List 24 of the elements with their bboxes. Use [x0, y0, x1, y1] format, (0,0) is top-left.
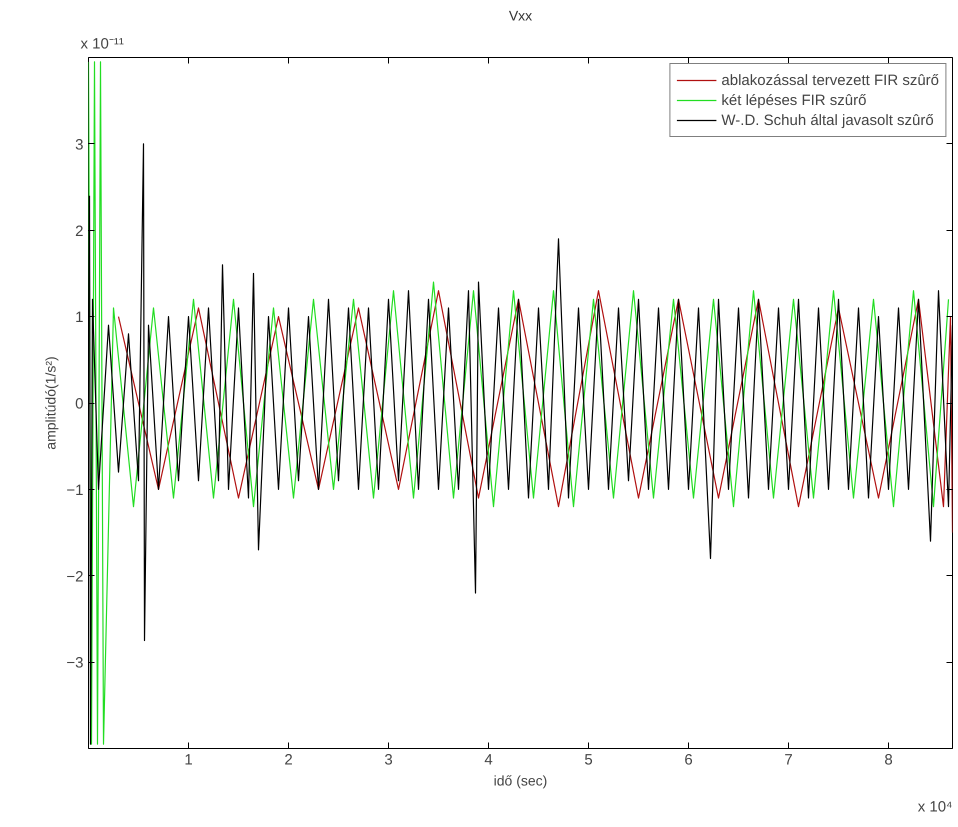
x-axis-title: idő (sec): [494, 772, 548, 788]
text: x 10⁴: [918, 798, 953, 816]
x-tick-label: 6: [684, 752, 693, 768]
x-tick-label: 5: [584, 752, 593, 768]
y-tick-label: −1: [66, 482, 84, 499]
legend-label: W-.D. Schuh által javasolt szûrő: [721, 112, 934, 128]
x-tick-label: 4: [484, 752, 493, 768]
x-tick-label: 1: [184, 752, 193, 768]
legend-label: két lépéses FIR szûrő: [721, 92, 866, 108]
text: x 10⁻¹¹: [80, 36, 124, 52]
line-series: [118, 290, 952, 534]
x-tick-label: 8: [884, 752, 893, 768]
y-tick-label: −3: [66, 654, 84, 672]
chart-title: Vxx: [508, 8, 532, 24]
y-tick-label: 0: [75, 396, 84, 412]
y-tick-label: 3: [75, 136, 84, 154]
y-tick-label: 1: [75, 309, 84, 326]
y-tick-label: 2: [75, 222, 84, 240]
y-axis-title: amplitúdó(1/s²): [42, 356, 58, 450]
x-tick-label: 3: [384, 752, 393, 768]
x-tick-label: 7: [784, 752, 793, 768]
legend-label: ablakozással tervezett FIR szûrő: [721, 72, 939, 88]
y-tick-label: −2: [66, 568, 84, 586]
x-tick-label: 2: [284, 752, 293, 768]
